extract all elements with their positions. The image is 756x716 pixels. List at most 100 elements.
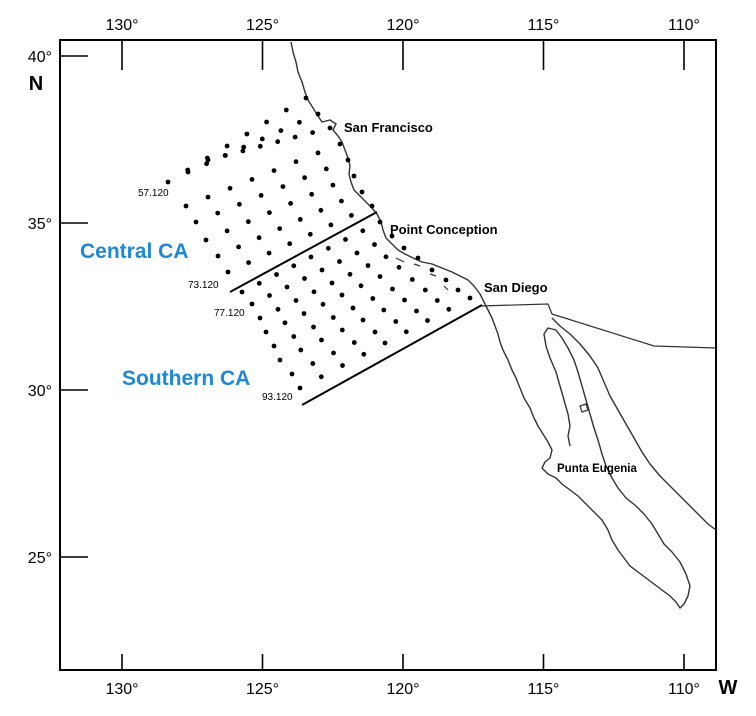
station-dot [244,131,250,137]
coastline [290,41,717,609]
station-dot [271,343,277,349]
station-dot [429,267,435,273]
station-dot [414,308,419,314]
lon-label-bottom: 130° [105,681,138,698]
station-dot [446,306,452,312]
station-dot [293,298,299,303]
station-dot [274,272,279,277]
lon-label-bottom: 115° [528,681,560,698]
central-southern-divider [229,211,378,293]
station-dot [359,189,365,195]
station-line-label: 77.120 [214,308,245,319]
station-dot [204,161,210,167]
us-mexico-border [479,303,717,349]
station-line-label: 93.120 [262,392,293,403]
station-dot [372,242,377,247]
station-dot [257,143,263,149]
lon-label-top: 115° [528,17,560,34]
station-dot [377,219,383,225]
station-dot [287,241,293,247]
axis-ticks: 130° 130° 125° 125° 120° 120° 115° 115° 110° 110°… [28,17,738,699]
station-dot [264,119,269,125]
sampling-stations [165,95,473,391]
lat-label: 40° [28,49,52,66]
station-dot [329,280,335,286]
station-dot [443,277,449,283]
station-dot [282,320,288,326]
station-dot [283,107,289,113]
station-dot [215,253,221,259]
station-dot [383,254,389,260]
lon-label-top: 125° [246,17,279,34]
station-dot [360,317,366,323]
lon-label-bottom: 120° [386,681,419,698]
station-dot [249,177,255,182]
region-label: Southern CA [122,367,250,390]
station-dot [396,264,402,270]
station-dot [320,301,326,307]
station-dot [165,179,171,185]
station-dot [246,260,252,265]
station-dot [372,329,378,335]
place-label: Punta Eugenia [557,463,637,475]
place-label: Point Conception [390,222,498,237]
lat-label: 35° [28,216,52,233]
station-dot [389,233,395,239]
station-dot [284,284,290,290]
station-dot [315,150,321,156]
station-dot [271,168,277,174]
station-dot [258,193,264,198]
lon-label-bottom: 125° [246,681,279,698]
station-dot [236,244,242,250]
station-dot [467,295,473,301]
station-dot [205,157,211,163]
station-dot [308,254,314,260]
station-dot [347,271,353,277]
lon-label-top: 110° [668,17,700,34]
station-dot [318,374,324,380]
station-dot [245,219,251,225]
station-dot [291,263,297,269]
lat-label: 30° [28,383,52,400]
station-dot [409,277,415,282]
station-dot [360,228,366,234]
station-dot [289,371,295,377]
station-dot [455,287,461,293]
station-dot [345,157,351,163]
station-dot [328,222,334,228]
station-dot [310,361,316,366]
station-dot [325,245,331,251]
station-dot [311,289,317,295]
station-dot [361,351,367,357]
station-dot [263,329,269,335]
station-dot [203,237,209,243]
pacific-coastline [290,41,691,609]
station-dot [323,166,329,172]
place-label: San Francisco [344,120,433,135]
lat-label: 25° [28,550,52,567]
station-dot [401,245,407,251]
station-dot [339,292,345,298]
station-dot [349,213,354,218]
station-dot [311,324,316,330]
station-dot [390,286,395,292]
station-dot [259,136,265,142]
station-dot [227,185,233,191]
station-dot [240,148,246,154]
station-dot [358,283,364,289]
station-dot [302,175,307,181]
station-dot [318,207,324,213]
place-label: San Diego [484,280,548,295]
station-dot [298,347,304,353]
station-dot [415,255,421,261]
gulf-island [579,403,589,413]
station-dot [185,169,191,175]
station-dot [402,297,407,303]
southern-boundary-line [301,304,483,406]
station-dot [403,329,409,335]
station-dot [241,144,247,150]
station-dot [291,334,297,339]
station-dot [193,219,199,225]
station-dot [275,306,281,312]
